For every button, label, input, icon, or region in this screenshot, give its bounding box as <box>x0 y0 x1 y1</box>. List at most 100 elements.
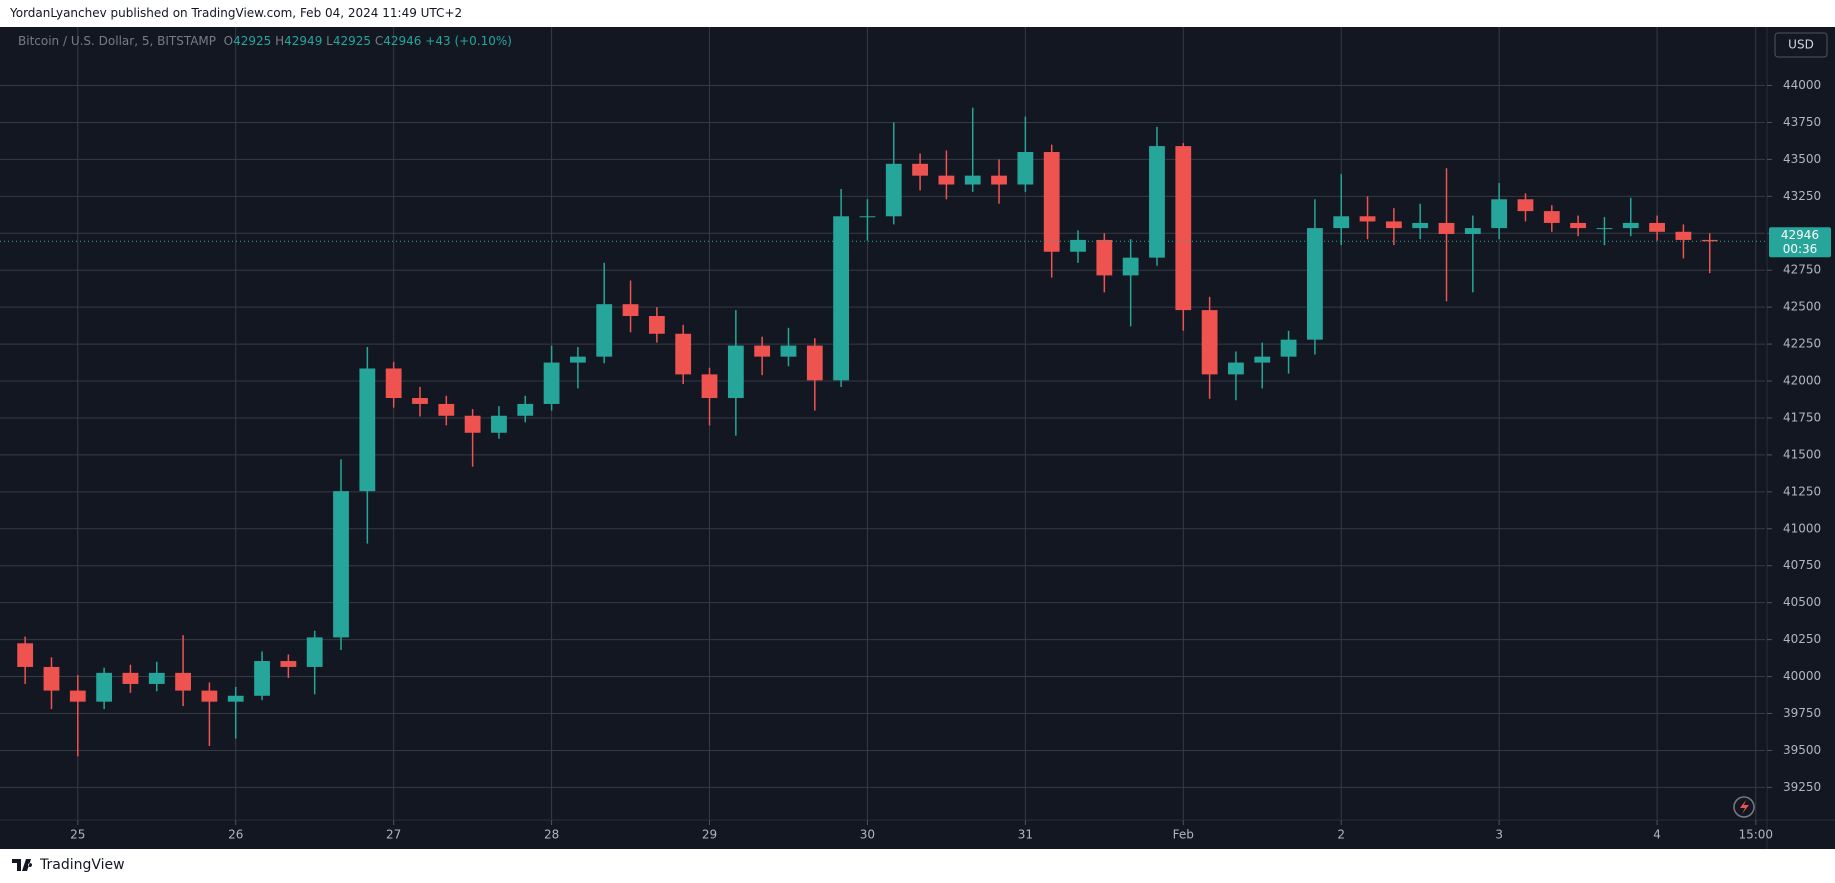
candle-body <box>648 316 665 334</box>
y-tick-label: 41250 <box>1783 484 1821 498</box>
candle-body <box>938 175 955 185</box>
y-tick-label: 40000 <box>1783 669 1821 683</box>
candle-body <box>491 415 507 433</box>
candle-body <box>280 661 297 667</box>
candle-body <box>1438 222 1455 235</box>
candle-body <box>622 304 639 317</box>
candle-body <box>885 163 902 217</box>
x-tick-label: 15:00 <box>1738 828 1773 842</box>
candle-body <box>859 216 876 218</box>
symbol-legend: Bitcoin / U.S. Dollar, 5, BITSTAMP O4292… <box>18 34 512 48</box>
candle-body <box>1517 199 1534 212</box>
x-tick-label: 31 <box>1018 828 1033 842</box>
x-tick-label: 30 <box>860 828 875 842</box>
replay-bolt <box>1740 800 1749 814</box>
candle-body <box>1491 199 1508 229</box>
candle-body <box>1122 257 1139 276</box>
candle-body <box>359 368 376 492</box>
currency-button[interactable] <box>1774 32 1828 58</box>
candle-body <box>175 672 191 691</box>
candle-body <box>833 216 850 381</box>
candle-body <box>570 356 586 363</box>
candle-body <box>1175 146 1192 311</box>
candle-body <box>1149 146 1165 258</box>
candle-body <box>1649 222 1665 232</box>
candle-body <box>1070 239 1086 252</box>
candle-body <box>912 163 928 176</box>
candle-body <box>1043 152 1060 252</box>
high: 42949 <box>284 34 323 48</box>
candle-body <box>201 690 218 702</box>
low: 42925 <box>332 34 372 48</box>
candle-body <box>254 661 270 696</box>
candle-body <box>1675 231 1692 240</box>
change-pct: (+0.10%) <box>454 34 512 48</box>
chart-background <box>0 27 1835 849</box>
candle-body <box>727 345 744 399</box>
x-tick-label: Feb <box>1173 828 1194 842</box>
y-tick-label: 41750 <box>1783 410 1821 424</box>
y-tick-label: 42500 <box>1783 300 1821 314</box>
candle-body <box>806 345 823 381</box>
candle-body <box>1385 221 1402 229</box>
y-tick-label: 42000 <box>1783 374 1821 388</box>
candle-body <box>1307 228 1323 340</box>
candle-body <box>1622 222 1639 229</box>
close: 42946 <box>383 34 422 48</box>
candle-body <box>1570 222 1587 229</box>
candle-body <box>122 672 139 684</box>
y-tick-label: 39500 <box>1783 743 1821 757</box>
candle-body <box>1359 216 1376 222</box>
y-tick-label: 43500 <box>1783 152 1821 166</box>
candle-body <box>1201 310 1218 375</box>
x-tick-label: 25 <box>70 828 85 842</box>
candle-body <box>1017 152 1034 185</box>
candle-body <box>1464 228 1481 235</box>
y-tick-label: 42750 <box>1783 263 1821 277</box>
y-tick-label: 44000 <box>1783 78 1821 92</box>
x-tick-label: 3 <box>1495 828 1503 842</box>
y-tick-label: 43250 <box>1783 189 1821 203</box>
currency-label[interactable]: USD <box>1788 38 1814 52</box>
candle-body <box>1228 362 1244 375</box>
y-tick-label: 39250 <box>1783 780 1821 794</box>
o-label: O <box>223 34 234 48</box>
y-tick-label: 40750 <box>1783 558 1821 572</box>
y-tick-label: 41500 <box>1783 447 1821 461</box>
candle-body <box>464 415 481 433</box>
candle-body <box>306 637 323 667</box>
candle-body <box>17 643 34 667</box>
x-tick-label: 26 <box>228 828 243 842</box>
brand-name: TradingView <box>40 857 125 873</box>
candle-body <box>333 491 349 638</box>
candle-body <box>1701 239 1718 242</box>
publish-info: YordanLyanchev published on TradingView.… <box>10 6 463 20</box>
candle-body <box>96 672 113 702</box>
candle-body <box>780 345 797 357</box>
candle-body <box>148 672 165 684</box>
symbol: Bitcoin / U.S. Dollar, 5, BITSTAMP <box>18 34 217 48</box>
open: 42925 <box>233 34 272 48</box>
replay-icon[interactable] <box>1733 796 1755 818</box>
y-tick-label: 41000 <box>1783 521 1821 535</box>
x-tick-label: 4 <box>1653 828 1661 842</box>
y-tick-label: 42250 <box>1783 337 1821 351</box>
candle-body <box>43 666 60 691</box>
candle-body <box>754 345 771 357</box>
x-tick-label: 29 <box>702 828 717 842</box>
candle-body <box>438 403 455 416</box>
change: +43 <box>425 34 451 48</box>
y-tick-label: 43750 <box>1783 115 1821 129</box>
y-tick-label: 40250 <box>1783 632 1821 646</box>
brand-logo <box>12 859 33 871</box>
x-tick-label: 2 <box>1337 828 1345 842</box>
candle-body <box>1333 216 1350 229</box>
candle-body <box>596 304 613 357</box>
candle-body <box>701 374 718 399</box>
candle-body <box>1096 239 1113 276</box>
y-tick-label: 40500 <box>1783 595 1821 609</box>
c-label: C <box>374 34 384 48</box>
candle-body <box>1280 339 1297 357</box>
